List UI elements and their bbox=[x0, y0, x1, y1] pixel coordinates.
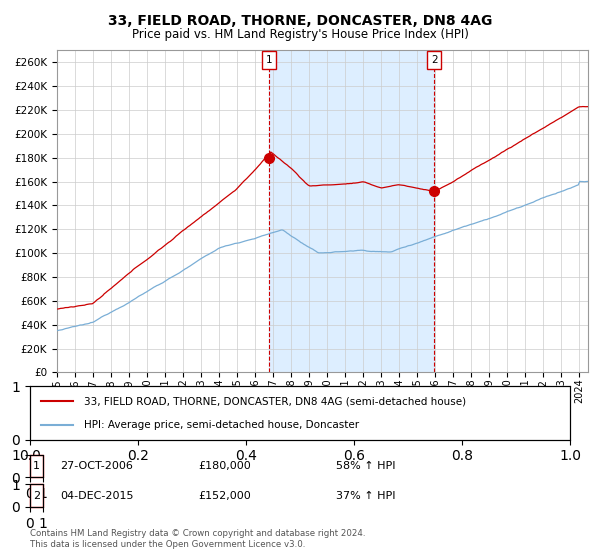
Text: Price paid vs. HM Land Registry's House Price Index (HPI): Price paid vs. HM Land Registry's House … bbox=[131, 28, 469, 41]
Text: 58% ↑ HPI: 58% ↑ HPI bbox=[336, 461, 395, 471]
Text: 2: 2 bbox=[431, 55, 437, 65]
Text: £152,000: £152,000 bbox=[198, 491, 251, 501]
Text: 2: 2 bbox=[33, 491, 40, 501]
Text: 33, FIELD ROAD, THORNE, DONCASTER, DN8 4AG (semi-detached house): 33, FIELD ROAD, THORNE, DONCASTER, DN8 4… bbox=[84, 396, 466, 407]
Text: 1: 1 bbox=[266, 55, 272, 65]
Text: 33, FIELD ROAD, THORNE, DONCASTER, DN8 4AG: 33, FIELD ROAD, THORNE, DONCASTER, DN8 4… bbox=[108, 14, 492, 28]
Bar bbox=[269, 50, 434, 372]
Text: 1: 1 bbox=[33, 461, 40, 471]
Text: 27-OCT-2006: 27-OCT-2006 bbox=[60, 461, 133, 471]
Text: 37% ↑ HPI: 37% ↑ HPI bbox=[336, 491, 395, 501]
Text: £180,000: £180,000 bbox=[198, 461, 251, 471]
Text: 04-DEC-2015: 04-DEC-2015 bbox=[60, 491, 133, 501]
Text: Contains HM Land Registry data © Crown copyright and database right 2024.
This d: Contains HM Land Registry data © Crown c… bbox=[30, 529, 365, 549]
Text: HPI: Average price, semi-detached house, Doncaster: HPI: Average price, semi-detached house,… bbox=[84, 419, 359, 430]
